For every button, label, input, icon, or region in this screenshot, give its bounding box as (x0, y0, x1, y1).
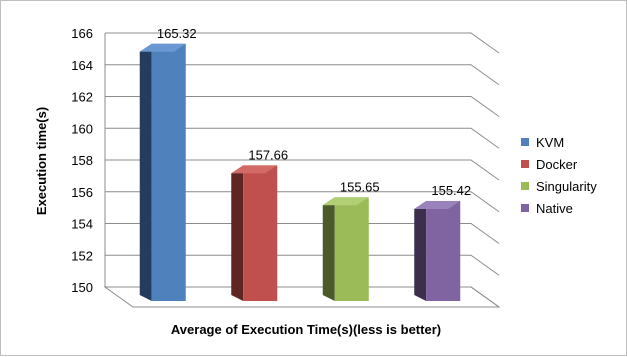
y-tick-label: 166 (71, 26, 93, 41)
bar-singularity (322, 197, 369, 301)
gridline (105, 32, 500, 54)
bar-top (231, 165, 278, 174)
legend-label: KVM (536, 134, 565, 150)
x-axis-title: Average of Execution Time(s)(less is bet… (171, 322, 441, 337)
bar-front (243, 165, 278, 301)
legend-label: Native (536, 200, 573, 216)
data-label: 155.42 (431, 183, 471, 198)
legend-item-docker: Docker (521, 153, 597, 175)
legend-item-native: Native (521, 197, 597, 219)
bar-native (414, 200, 461, 301)
bar-top (414, 200, 461, 209)
bar-front (426, 200, 461, 301)
legend-swatch (521, 182, 529, 190)
data-label: 157.66 (248, 147, 288, 162)
y-tick-label: 162 (71, 90, 93, 105)
bar-top (322, 197, 369, 206)
data-label: 155.65 (340, 179, 380, 194)
gridline (105, 286, 500, 308)
legend-item-kvm: KVM (521, 131, 597, 153)
bar-front (151, 43, 186, 302)
bar-side (231, 165, 244, 301)
bar-side (322, 197, 335, 301)
bar-front (334, 197, 369, 301)
bar-side (414, 200, 427, 301)
legend: KVM Docker Singularity Native (521, 131, 597, 219)
legend-label: Singularity (536, 178, 597, 194)
y-tick-label: 154 (71, 217, 93, 232)
y-tick-label: 156 (71, 185, 93, 200)
y-tick-label: 160 (71, 121, 93, 136)
y-tick-label: 150 (71, 280, 93, 295)
y-axis-title: Execution time(s) (34, 107, 49, 215)
y-tick-label: 164 (71, 58, 93, 73)
data-label: 165.32 (157, 26, 197, 41)
bar-side (139, 43, 152, 302)
legend-swatch (521, 138, 529, 146)
legend-item-singularity: Singularity (521, 175, 597, 197)
bar-docker (231, 165, 278, 301)
bar-top (139, 43, 186, 52)
gridline (105, 159, 500, 181)
legend-swatch (521, 204, 529, 212)
gridline (105, 254, 500, 276)
gridline (105, 191, 500, 213)
legend-swatch (521, 160, 529, 168)
gridline (105, 223, 500, 244)
bar-kvm (139, 43, 186, 302)
y-tick-label: 152 (71, 248, 93, 263)
gridline (105, 64, 500, 86)
gridline (105, 127, 500, 149)
gridline (105, 96, 500, 117)
legend-label: Docker (536, 156, 578, 172)
y-tick-label: 158 (71, 153, 93, 168)
